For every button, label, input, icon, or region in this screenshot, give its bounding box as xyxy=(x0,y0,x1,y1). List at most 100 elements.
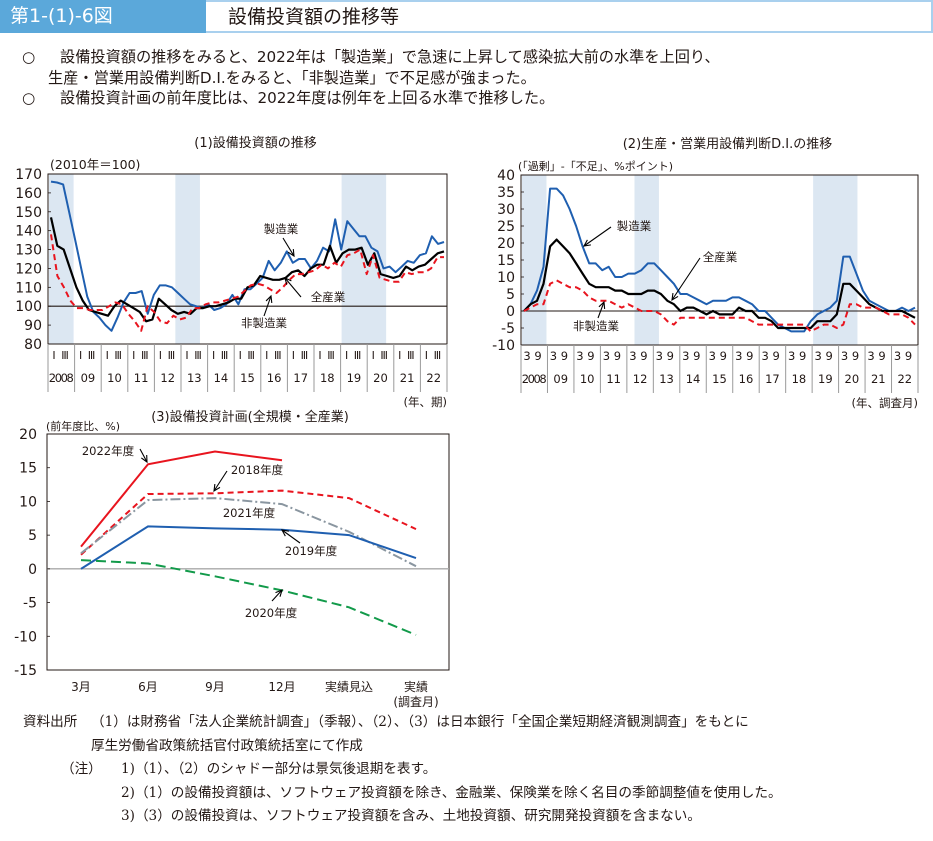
x-year-label: 17 xyxy=(765,372,780,386)
x-sub-label: Ⅲ xyxy=(274,349,282,362)
annotation-arrow xyxy=(282,237,295,257)
x-axis-label: (年、調査月) xyxy=(852,396,918,410)
annotation-arrow-head xyxy=(582,239,591,247)
x-sub-label: 9 xyxy=(640,349,647,363)
x-sub-label: Ⅲ xyxy=(221,349,229,362)
x-sub-label: 9 xyxy=(852,349,859,363)
chart-title: (2)生産・営業用設備判断D.I.の推移 xyxy=(623,136,833,152)
chart-title: (1)設備投資額の推移 xyxy=(194,135,316,151)
x-sub-label: Ⅲ xyxy=(168,349,176,362)
annotation-arrow-head xyxy=(287,248,295,258)
summary-line-2: 生産・営業用設備判断D.I.をみると、「非製造業」で不足感が強まった。 xyxy=(22,68,927,89)
y-tick-label: 0 xyxy=(28,562,37,578)
bullet-icon: ○ xyxy=(22,89,36,107)
x-sub-label: 3 xyxy=(576,349,583,363)
annotation-arrow xyxy=(281,529,301,544)
x-sub-label: 9 xyxy=(587,349,594,363)
y-tick-label: 110 xyxy=(15,280,42,296)
y-tick-label: 80 xyxy=(24,337,42,353)
series-line-fy2021 xyxy=(80,497,417,568)
y-tick-label: 100 xyxy=(15,299,42,315)
y-axis-label: (前年度比、%) xyxy=(46,419,120,433)
x-sub-label: Ⅲ xyxy=(88,349,96,362)
annotation-arrow xyxy=(213,470,228,492)
x-sub-label: Ⅲ xyxy=(141,349,149,362)
x-tick-label: 12月 xyxy=(268,680,295,694)
x-sub-label: Ⅲ xyxy=(301,349,309,362)
y-tick-label: 25 xyxy=(497,219,515,235)
plot-frame xyxy=(47,173,448,345)
x-sub-label: Ⅲ xyxy=(194,349,202,362)
summary-text: 生産・営業用設備判断D.I.をみると、「非製造業」で不足感が強まった。 xyxy=(48,68,536,87)
y-tick-label: 15 xyxy=(497,253,515,269)
annotation-arrow-head xyxy=(265,294,273,304)
y-tick-label: 150 xyxy=(15,205,42,221)
annotation-label: 2021年度 xyxy=(223,506,276,520)
x-year-label: 18 xyxy=(320,371,335,385)
x-tick-label: 9月 xyxy=(205,680,225,694)
x-sub-label: Ⅲ xyxy=(247,349,255,362)
annotation-label: 非製造業 xyxy=(573,319,619,333)
series-line-non-manufacturing xyxy=(523,279,916,333)
x-sub-label: 3 xyxy=(762,349,769,363)
y-tick-label: -5 xyxy=(501,321,515,337)
y-tick-label: 140 xyxy=(15,224,42,240)
x-sub-label: I xyxy=(212,349,215,362)
x-year-label: 17 xyxy=(293,371,308,385)
x-year-label: 18 xyxy=(792,372,807,386)
y-axis-label: (「過剰」-「不足」、%ポイント) xyxy=(518,160,673,173)
x-sub-label: Ⅲ xyxy=(114,349,122,362)
x-year-label: 12 xyxy=(633,372,648,386)
y-tick-label: -10 xyxy=(492,338,515,354)
y-tick-label: 30 xyxy=(497,202,515,218)
x-sub-label: 9 xyxy=(534,349,541,363)
x-tick-label: 実績見込 xyxy=(325,679,373,694)
x-sub-label: 3 xyxy=(867,349,874,363)
x-sub-label: Ⅲ xyxy=(407,349,415,362)
annotation-label: 製造業 xyxy=(617,219,652,233)
y-tick-label: 40 xyxy=(497,168,515,184)
summary-line-3: ○ 設備投資計画の前年度比は、2022年度は例年を上回る水準で推移した。 xyxy=(22,88,927,109)
source-label: 資料出所 xyxy=(23,714,78,730)
y-tick-label: 130 xyxy=(15,243,42,259)
x-year-label: 11 xyxy=(134,371,149,385)
x-sub-label: 3 xyxy=(709,349,716,363)
x-sub-label: 3 xyxy=(629,349,636,363)
x-sub-label: 9 xyxy=(825,349,832,363)
source-line-2: 厚生労働省政策統括官付政策統括室にて作成 xyxy=(91,737,363,754)
y-tick-label: 10 xyxy=(497,270,515,286)
x-sub-label: Ⅲ xyxy=(327,349,335,362)
annotation-arrow-head xyxy=(284,277,292,285)
source-line-1: （1）は財務省「法人企業統計調査」（季報）、（2）、（3）は日本銀行「全国企業短… xyxy=(91,714,749,730)
x-sub-label: I xyxy=(132,349,135,362)
recession-shade xyxy=(341,174,387,344)
x-tick-label: 6月 xyxy=(138,680,158,694)
x-sub-label: I xyxy=(52,349,55,362)
recession-shade xyxy=(522,175,547,345)
x-year-label: 10 xyxy=(580,372,595,386)
x-sub-label: 9 xyxy=(878,349,885,363)
recession-shade xyxy=(634,175,659,345)
x-sub-label: Ⅲ xyxy=(434,349,442,362)
recession-shade xyxy=(175,174,200,344)
x-axis-label: (年、期) xyxy=(404,395,447,409)
x-sub-label: 3 xyxy=(523,349,530,363)
y-tick-label: 120 xyxy=(15,261,42,277)
y-axis-label: (2010年＝100) xyxy=(50,157,140,172)
x-sub-label: I xyxy=(265,349,268,362)
series-line-all-industries xyxy=(49,217,445,323)
series-line-fy2018 xyxy=(80,489,417,556)
x-year-label: 15 xyxy=(712,372,727,386)
y-tick-label: -15 xyxy=(14,663,37,679)
x-year-label: 22 xyxy=(897,372,912,386)
x-sub-label: I xyxy=(318,349,321,362)
series-line-manufacturing xyxy=(523,187,916,333)
x-sub-label: 3 xyxy=(656,349,663,363)
annotation-arrow xyxy=(284,277,302,298)
x-sub-label: I xyxy=(372,349,375,362)
chart-title: (3)設備投資計画(全規模・全産業) xyxy=(151,409,349,425)
y-tick-label: 10 xyxy=(19,494,37,510)
x-sub-label: 9 xyxy=(720,349,727,363)
